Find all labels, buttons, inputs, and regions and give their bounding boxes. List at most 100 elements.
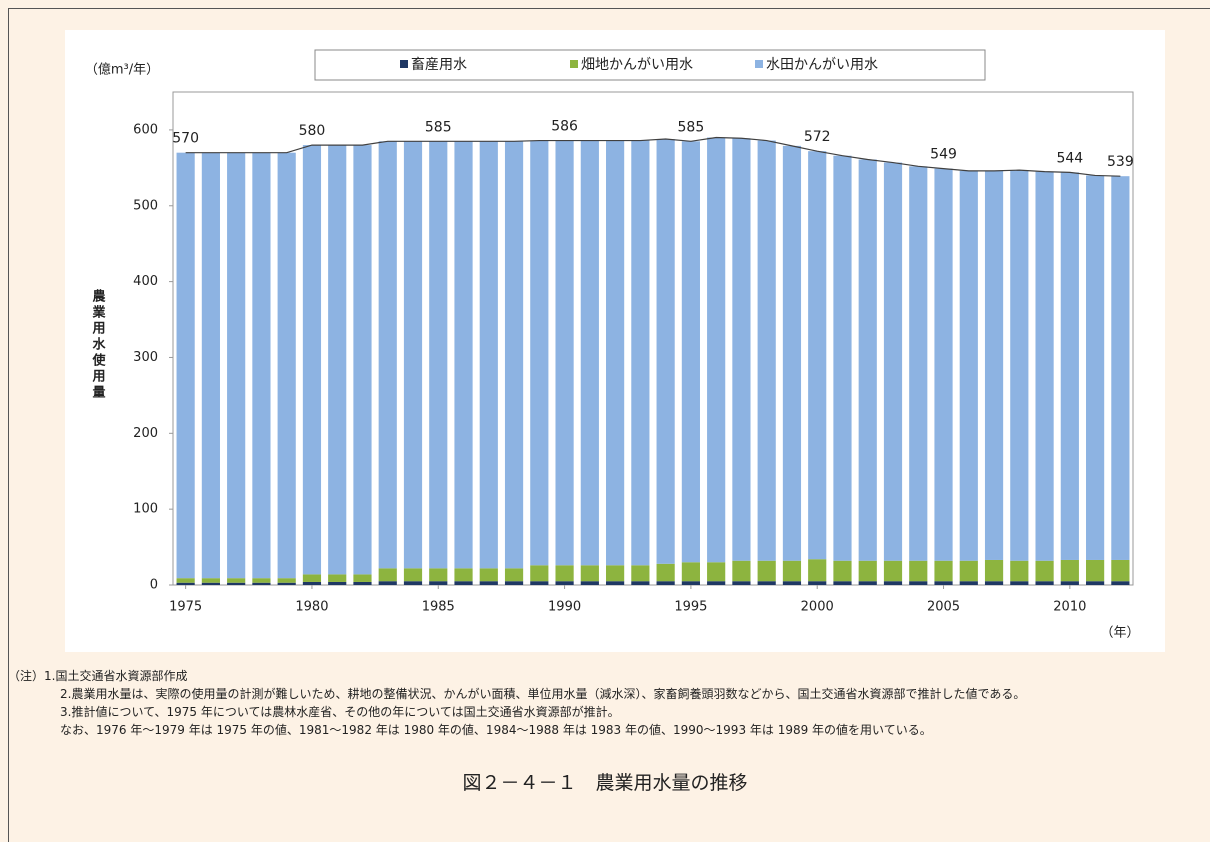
bar-segment	[227, 582, 246, 585]
y-tick-label: 300	[133, 350, 158, 365]
legend-swatch	[570, 60, 578, 68]
note: 2.農業用水量は、実際の使用量の計測が難しいため、耕地の整備状況、かんがい面積、…	[60, 687, 1026, 701]
bar-segment	[353, 574, 372, 582]
note-text: 1.国土交通省水資源部作成	[44, 669, 188, 683]
bar-segment	[227, 152, 246, 579]
page-frame	[8, 8, 1210, 842]
bar-segment	[429, 568, 448, 582]
bar-segment	[959, 581, 978, 585]
y-axis-label: 農業用水使用量	[90, 288, 107, 401]
bar-segment	[530, 565, 549, 582]
legend-label: 畑地かんがい用水	[581, 57, 693, 73]
bar-segment	[833, 155, 852, 561]
x-tick-label: 1985	[422, 600, 455, 615]
y-tick-label: 600	[133, 122, 158, 137]
bar-segment	[227, 578, 246, 583]
bar-segment	[883, 560, 903, 582]
bar-segment	[1086, 581, 1105, 585]
bar-segment	[833, 581, 852, 585]
bar-segment	[555, 581, 574, 585]
bar-segment	[681, 141, 700, 563]
x-tick-label: 1995	[674, 600, 707, 615]
y-unit: （億m³/年）	[85, 62, 159, 78]
bar-segment	[1010, 170, 1029, 561]
bar-segment	[606, 140, 625, 566]
bar-segment	[984, 581, 1004, 585]
bar-segment	[984, 170, 1004, 560]
bar-segment	[201, 582, 220, 585]
note: （注）1.国土交通省水資源部作成	[8, 667, 1168, 685]
total-label: 586	[551, 119, 578, 135]
notes: （注）1.国土交通省水資源部作成 2.農業用水量は、実際の使用量の計測が難しいた…	[8, 667, 1168, 739]
bar-segment	[883, 162, 903, 561]
bar-segment	[302, 574, 322, 582]
x-tick-label: 2010	[1053, 600, 1086, 615]
bar-segment	[934, 560, 953, 582]
bar-segment	[1111, 581, 1130, 585]
bar-segment	[909, 560, 928, 582]
bar-segment	[479, 141, 498, 569]
bar-segment	[1010, 581, 1029, 585]
note: なお、1976 年～1979 年は 1975 年の値、1981～1982 年は …	[60, 723, 932, 737]
total-label: 549	[930, 147, 957, 163]
bar-segment	[808, 151, 827, 560]
bar-segment	[757, 581, 776, 585]
bar-segment	[252, 152, 271, 579]
bar-segment	[1010, 560, 1029, 582]
note-prefix: （注）	[8, 669, 45, 683]
bar-segment	[909, 581, 928, 585]
bar-segment	[530, 140, 549, 566]
x-tick-label: 2000	[801, 600, 834, 615]
total-label: 580	[299, 123, 326, 139]
chart: （億m³/年） （年） 農業用水使用量 0 100 200 300 400 500 600 1…	[65, 30, 1165, 652]
total-label: 544	[1056, 150, 1083, 166]
bar-segment	[1086, 175, 1105, 560]
bar-segment	[403, 568, 423, 582]
note: 3.推計値について、1975 年については農林水産省、その他の年については国土交…	[60, 705, 620, 719]
total-label: 585	[678, 119, 705, 135]
total-label: 570	[172, 131, 199, 147]
bar-segment	[328, 574, 347, 582]
x-tick-label: 2005	[927, 600, 960, 615]
bar-segment	[201, 152, 220, 579]
bar-segment	[934, 581, 953, 585]
bar-segment	[277, 152, 296, 579]
bar-segment	[808, 581, 827, 585]
bar-segment	[858, 581, 877, 585]
bar-segment	[732, 581, 751, 585]
bar-segment	[656, 563, 675, 582]
bar-segment	[353, 581, 372, 585]
x-tick-label: 1980	[295, 600, 328, 615]
bar-segment	[353, 145, 372, 575]
bar-segment	[732, 560, 751, 582]
bar-segment	[808, 559, 827, 582]
bar-segment	[580, 581, 599, 585]
bar-segment	[504, 568, 524, 582]
bar-segment	[555, 140, 574, 566]
bar-segment	[707, 581, 726, 585]
bar-segment	[984, 559, 1004, 582]
total-label: 539	[1107, 154, 1134, 170]
total-line	[185, 136, 1121, 177]
bar-segment	[631, 140, 650, 566]
bar-segment	[1060, 581, 1079, 585]
bar-segment	[454, 581, 473, 585]
bar-segment	[176, 582, 195, 585]
bar-segment	[606, 565, 625, 582]
bar-segment	[1035, 560, 1054, 582]
bar-segment	[858, 560, 877, 582]
total-label: 572	[804, 129, 831, 145]
legend-label: 畜産用水	[411, 57, 467, 73]
bar-segment	[1086, 559, 1105, 582]
y-tick-label: 400	[133, 274, 158, 289]
bar-segment	[631, 581, 650, 585]
y-tick-label: 500	[133, 198, 158, 213]
bar-segment	[782, 560, 802, 582]
y-tick-label: 100	[133, 502, 158, 517]
bar-segment	[681, 581, 700, 585]
bar-segment	[959, 560, 978, 582]
bar-segment	[479, 581, 498, 585]
bar-segment	[504, 141, 524, 569]
bar-segment	[252, 582, 271, 585]
bar-segment	[378, 141, 397, 569]
